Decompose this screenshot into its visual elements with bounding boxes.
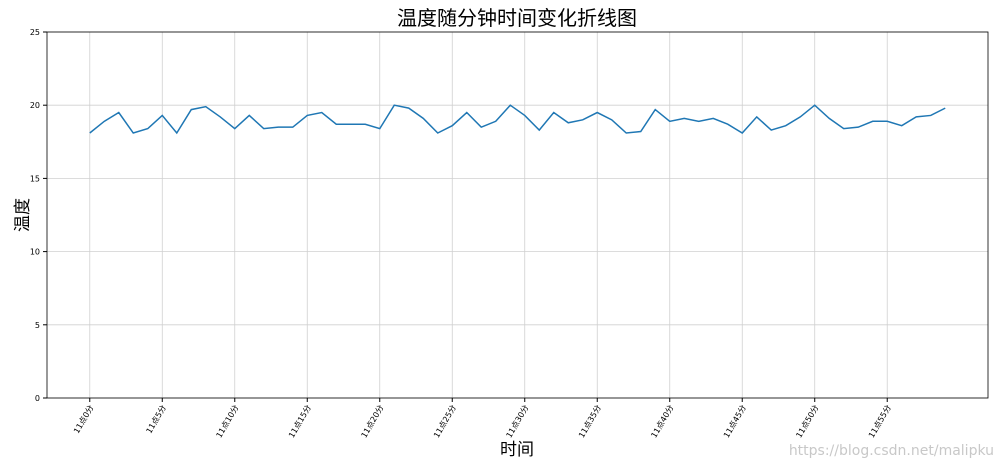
x-tick-label: 11点0分 bbox=[72, 404, 95, 436]
y-tick-label: 0 bbox=[35, 394, 40, 403]
y-tick-label: 10 bbox=[30, 248, 40, 257]
x-tick-label: 11点40分 bbox=[650, 404, 676, 440]
chart-title: 温度随分钟时间变化折线图 bbox=[397, 6, 637, 30]
line bbox=[89, 104, 946, 135]
x-tick-label: 11点45分 bbox=[722, 404, 748, 440]
x-tick-label: 11点30分 bbox=[505, 404, 531, 440]
y-tick-label: 20 bbox=[30, 101, 40, 110]
y-tick-label: 15 bbox=[30, 174, 40, 183]
watermark: https://blog.csdn.net/malipku bbox=[789, 443, 994, 459]
x-tick-label: 11点50分 bbox=[794, 404, 820, 440]
x-tick-label: 11点5分 bbox=[145, 404, 168, 436]
y-axis-label: 温度 bbox=[13, 198, 33, 232]
y-tick-label: 25 bbox=[30, 28, 40, 37]
plot-frame bbox=[46, 31, 989, 399]
x-tick-label: 11点10分 bbox=[215, 404, 241, 440]
x-tick-label: 11点15分 bbox=[287, 404, 313, 440]
x-axis-label: 时间 bbox=[500, 440, 534, 460]
y-tick-label: 5 bbox=[35, 321, 40, 330]
x-tick-label: 11点20分 bbox=[360, 404, 386, 440]
x-tick-label: 11点25分 bbox=[432, 404, 458, 440]
x-tick-label: 11点55分 bbox=[867, 404, 893, 440]
x-tick-label: 11点35分 bbox=[577, 404, 603, 440]
